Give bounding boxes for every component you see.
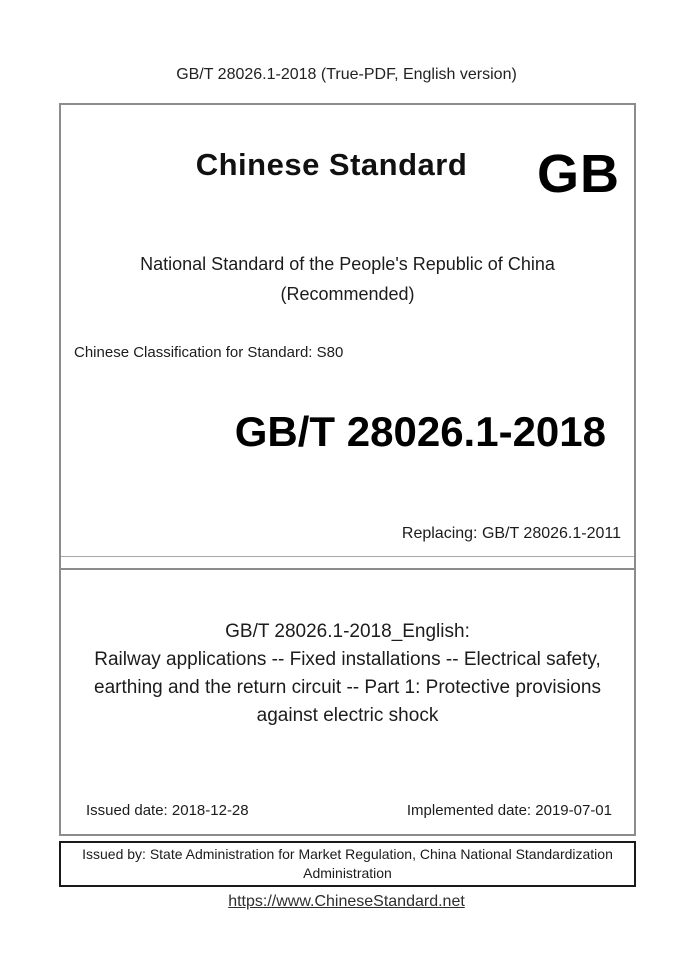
classification-line: Chinese Classification for Standard: S80 <box>74 344 344 361</box>
standard-number: GB/T 28026.1-2018 <box>234 408 606 455</box>
issuer-box: Issued by: State Administration for Mark… <box>59 841 636 887</box>
implemented-date: Implemented date: 2019-07-01 <box>406 802 612 819</box>
footer-link[interactable]: https://www.ChineseStandard.net <box>228 893 465 910</box>
english-description: Railway applications -- Fixed installati… <box>94 649 601 726</box>
footer: https://www.ChineseStandard.net <box>0 891 693 913</box>
national-standard-line: National Standard of the People's Republ… <box>140 254 555 274</box>
replacing-line: Replacing: GB/T 28026.1-2011 <box>401 525 621 542</box>
brand-title: Chinese Standard <box>195 147 468 182</box>
recommended-line: (Recommended) <box>280 284 415 304</box>
cover-frame: Chinese Standard GB National Standard of… <box>59 103 636 836</box>
national-standard-block: National Standard of the People's Republ… <box>61 249 634 309</box>
cover-bottom-section: GB/T 28026.1-2018_English: Railway appli… <box>61 568 634 834</box>
cover-top-section: Chinese Standard GB National Standard of… <box>61 105 634 557</box>
gb-logo: GB <box>537 144 620 204</box>
dates-row: Issued date: 2018-12-28 Implemented date… <box>86 801 612 821</box>
document-header-title: GB/T 28026.1-2018 (True-PDF, English ver… <box>176 66 517 83</box>
english-title: GB/T 28026.1-2018_English: <box>225 621 470 642</box>
issued-date: Issued date: 2018-12-28 <box>86 802 249 819</box>
